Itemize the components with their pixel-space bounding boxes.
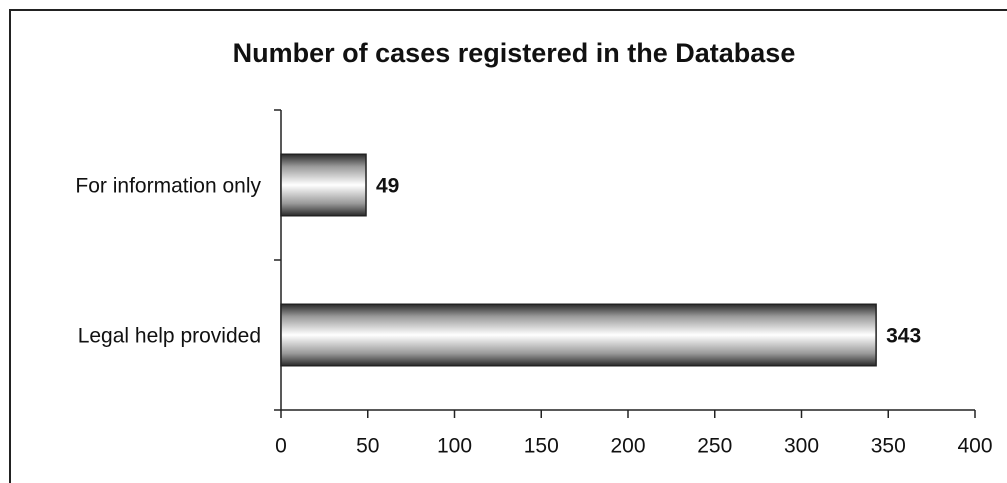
value-label: 343 [886,325,921,348]
x-tick-label: 400 [957,435,992,458]
x-tick-label: 100 [437,435,472,458]
x-tick-label: 0 [275,435,287,458]
y-tick-label: Legal help provided [78,325,261,348]
chart-frame [9,9,1007,483]
bar [280,153,367,217]
y-tick-label: For information only [75,175,261,198]
value-label: 49 [376,175,399,198]
x-tick-label: 300 [784,435,819,458]
bar [280,303,877,367]
x-tick-label: 200 [610,435,645,458]
x-tick-label: 350 [871,435,906,458]
x-tick-label: 250 [697,435,732,458]
x-tick-label: 150 [524,435,559,458]
x-tick-label: 50 [356,435,379,458]
chart-title: Number of cases registered in the Databa… [233,38,796,68]
